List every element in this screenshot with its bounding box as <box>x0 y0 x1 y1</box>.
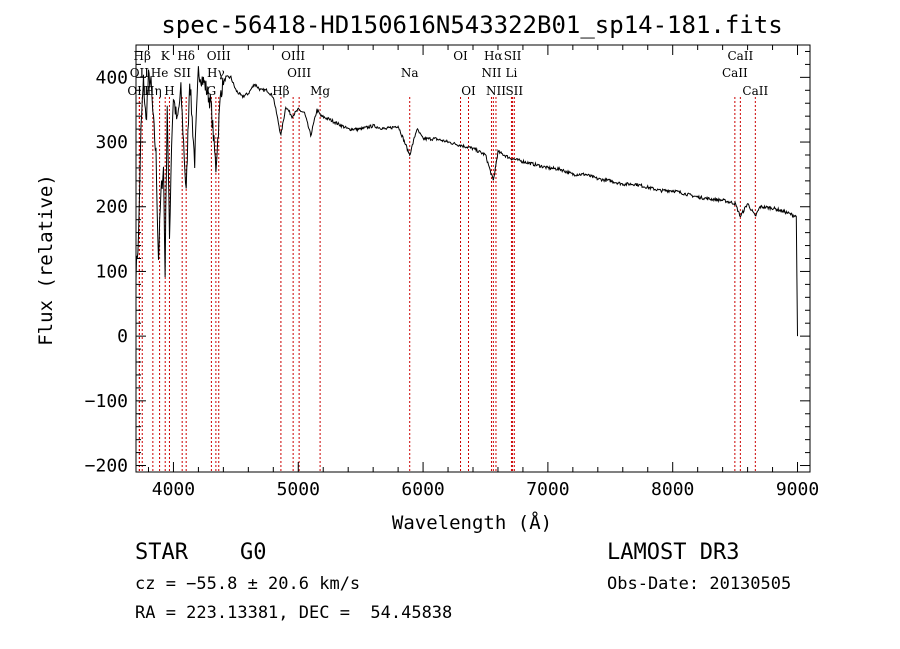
subclass: G0 <box>240 540 267 565</box>
line-marker-label: OIII <box>281 49 305 63</box>
x-axis-label: Wavelength (Å) <box>392 511 552 534</box>
line-marker-label: OIII <box>207 49 231 63</box>
survey-name: LAMOST DR3 <box>607 540 740 565</box>
line-marker-label: OIII <box>127 84 151 98</box>
coordinates: RA = 223.13381, DEC = 54.45838 <box>135 603 453 623</box>
line-marker-label: Hγ <box>207 66 225 80</box>
y-tick-label: 300 <box>95 132 128 153</box>
y-tick-label: 200 <box>95 197 128 218</box>
y-tick-label: −200 <box>85 456 128 477</box>
line-marker-label: CaII <box>722 66 748 80</box>
redshift-cz: cz = −55.8 ± 20.6 km/s <box>135 574 361 594</box>
line-marker-label: Hα <box>484 49 503 63</box>
object-class: STAR <box>135 540 188 565</box>
y-tick-label: −100 <box>85 391 128 412</box>
x-tick-label: 9000 <box>776 479 819 500</box>
spectrum-series <box>135 66 798 337</box>
line-marker-label: G <box>207 84 217 98</box>
line-marker-label: SII <box>505 84 523 98</box>
line-marker-label: SII <box>504 49 522 63</box>
line-marker-label: OI <box>461 84 476 98</box>
line-marker-label: H <box>164 84 174 98</box>
line-marker-label: Hη <box>144 84 162 98</box>
y-tick-label: 100 <box>95 261 128 282</box>
plot-frame <box>135 44 811 473</box>
y-tick-label: 0 <box>117 326 128 347</box>
spectrum-chart: spec-56418-HD150616N543322B01_sp14-181.f… <box>35 11 819 534</box>
line-marker-label: SII <box>173 66 191 80</box>
line-marker-label: Hβ <box>272 84 289 98</box>
x-tick-label: 4000 <box>152 479 195 500</box>
line-marker-label: OI <box>453 49 468 63</box>
line-marker-label: NII <box>486 84 506 98</box>
x-tick-label: 8000 <box>651 479 694 500</box>
x-axis: 4000 5000 6000 7000 8000 9000 <box>147 45 819 500</box>
x-tick-label: 7000 <box>526 479 569 500</box>
line-marker-label: OIII <box>287 66 311 80</box>
line-marker-label: CaII <box>727 49 753 63</box>
x-tick-label: 5000 <box>277 479 320 500</box>
spectrum-line <box>135 66 798 337</box>
line-marker-label: CaII <box>742 84 768 98</box>
line-marker-label: He <box>151 66 169 80</box>
line-marker-label: Hβ <box>134 49 151 63</box>
line-marker-label: Na <box>401 66 419 80</box>
y-tick-label: 400 <box>95 67 128 88</box>
line-marker-label: K <box>161 49 171 63</box>
line-marker-label: Li <box>506 66 518 80</box>
chart-title: spec-56418-HD150616N543322B01_sp14-181.f… <box>161 11 782 39</box>
x-tick-label: 6000 <box>401 479 444 500</box>
line-marker-label: NII <box>481 66 501 80</box>
y-axis-label: Flux (relative) <box>35 174 57 346</box>
line-marker-label: OII <box>130 66 150 80</box>
obs-date: Obs-Date: 20130505 <box>607 574 792 594</box>
y-axis: −200 −100 0 100 200 300 400 <box>85 50 810 477</box>
line-marker-label: Mg <box>310 84 330 98</box>
line-marker-label: Hδ <box>177 49 195 63</box>
